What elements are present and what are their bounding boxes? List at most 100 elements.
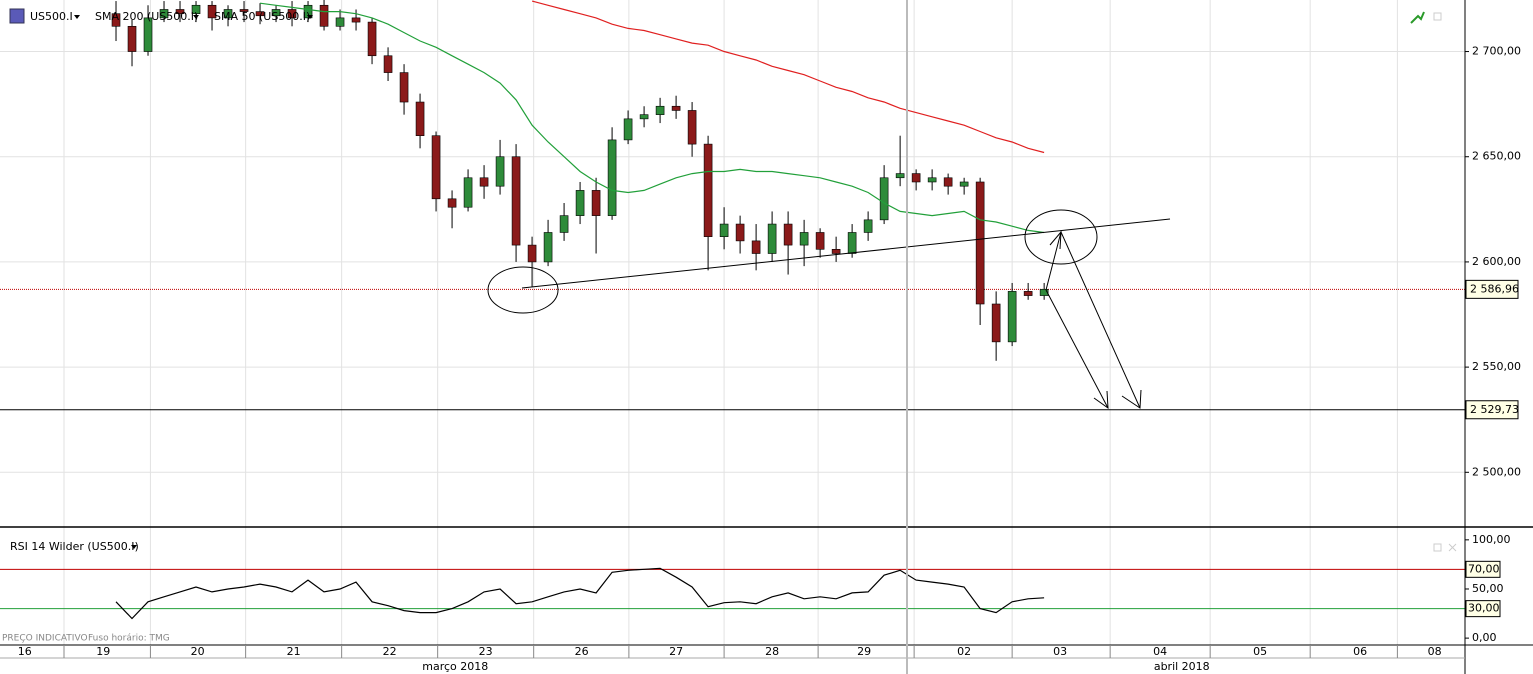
candle-body (255, 11, 265, 17)
y-tick-label: 50,00 (1472, 582, 1504, 595)
axes: 16 19 20 21 22 23 26 27 28 29 02 03 04 05 06 08 março 20… (18, 45, 1521, 673)
x-tick-label: 16 (18, 645, 32, 658)
candle-body (671, 105, 681, 111)
candle-body (719, 223, 729, 237)
candle-body (703, 143, 713, 237)
candle-body (975, 181, 985, 305)
price-label-box (1465, 279, 1519, 299)
rsi-line (115, 567, 1045, 620)
candle-body (447, 198, 457, 208)
candle-body (527, 244, 537, 263)
price-label-box (1465, 400, 1519, 420)
y-tick-label: 2 550,00 (1472, 360, 1521, 373)
drawings (487, 209, 1171, 410)
candle-body (751, 240, 761, 254)
candle-body (223, 9, 233, 19)
candle-body (367, 21, 377, 57)
candle-body (591, 190, 601, 216)
dropdown-arrow[interactable] (193, 15, 199, 19)
x-tick-label: 19 (96, 645, 110, 658)
candle-body (991, 303, 1001, 343)
candle-body (319, 4, 329, 27)
candle-body (239, 9, 249, 12)
candle-body (831, 248, 841, 254)
close-icon[interactable] (1448, 543, 1457, 552)
x-tick-label: 21 (287, 645, 301, 658)
candle-body (159, 9, 169, 19)
circle (1024, 209, 1098, 265)
y-tick-label: 2 650,00 (1472, 150, 1521, 163)
candle-body (543, 232, 553, 263)
x-tick-label: 08 (1428, 645, 1442, 658)
candle-body (879, 177, 889, 221)
candle-body (175, 9, 185, 14)
icon[interactable] (1433, 543, 1442, 552)
arrow (1045, 289, 1109, 409)
note: PREÇO INDICATIVO (2, 634, 88, 644)
candle-body (959, 181, 969, 187)
y-tick-label: 0,00 (1472, 631, 1497, 644)
candle-body (1007, 291, 1017, 343)
x-tick-label: 02 (957, 645, 971, 658)
candle-body (847, 232, 857, 254)
y-tick-label: 2 500,00 (1472, 465, 1521, 478)
x-tick-label: 06 (1353, 645, 1367, 658)
level-label-box (1465, 600, 1501, 618)
candle-body (351, 17, 361, 23)
rsi-panel (0, 567, 1465, 620)
candle-body (943, 177, 953, 187)
arrow-head (1121, 389, 1142, 409)
x-tick-label: 23 (479, 645, 493, 658)
icon[interactable] (1410, 11, 1425, 24)
sma-line (531, 0, 1045, 154)
level-label: 30,00 (1468, 602, 1500, 615)
candle-body (415, 101, 425, 136)
candle-body (655, 105, 665, 115)
candle-body (911, 173, 921, 183)
legend-entry[interactable]: US500.I (30, 10, 73, 23)
x-tick-label: 05 (1253, 645, 1267, 658)
candle-body (927, 177, 937, 183)
x-tick-label: 22 (383, 645, 397, 658)
candle-body (111, 13, 121, 27)
candle-body (431, 135, 441, 200)
candle-body (639, 114, 649, 120)
price-label: 2 586,96 (1470, 282, 1519, 295)
y-tick-label: 100,00 (1472, 533, 1511, 546)
dropdown-arrow[interactable] (74, 15, 80, 19)
dropdown-arrow[interactable] (307, 15, 313, 19)
x-tick-label: 29 (857, 645, 871, 658)
x-tick-label: 04 (1153, 645, 1167, 658)
y-tick-label: 2 600,00 (1472, 255, 1521, 268)
price-panel (0, 0, 1465, 411)
dropdown-arrow[interactable] (131, 545, 137, 549)
level-label: 70,00 (1468, 562, 1500, 575)
legend: US500.I SMA 200 (US500.I) SMA 50 (US500.… (9, 8, 1442, 24)
rsi-title: RSI 14 Wilder (US500.I) (10, 540, 139, 553)
candle-body (287, 9, 297, 19)
arrow-head (1049, 230, 1062, 250)
x-tick-label: 26 (575, 645, 589, 658)
candle-body (495, 156, 505, 187)
grid (0, 0, 1465, 645)
month-label: março 2018 (422, 660, 488, 673)
candle-body (383, 55, 393, 73)
candle-body (1039, 288, 1049, 296)
price-label: 2 529,73 (1470, 403, 1519, 416)
trendline (521, 218, 1171, 289)
candle-body (271, 9, 281, 17)
candle-body (863, 219, 873, 233)
candle-body (143, 17, 153, 52)
circle (487, 266, 559, 314)
candle-body (207, 4, 217, 19)
level-label-box (1465, 560, 1501, 578)
symbol-icon (9, 8, 25, 24)
candle-body (303, 4, 313, 19)
legend-entry[interactable]: SMA 50 (US500.I) (214, 10, 310, 23)
icon[interactable] (1433, 12, 1442, 21)
candle-body (607, 139, 617, 216)
legend-entry[interactable]: SMA 200 (US500.I) (95, 10, 198, 23)
sma-line (259, 2, 1045, 234)
